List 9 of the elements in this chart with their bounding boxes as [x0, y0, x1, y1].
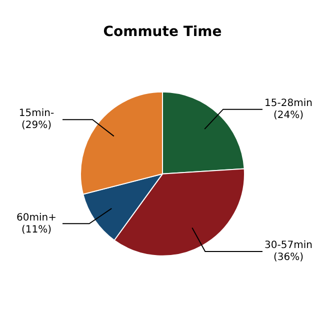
slice-label: 30-57min	[264, 240, 312, 252]
data-label: (29%)	[21, 120, 52, 132]
slice-label: 15-28min	[264, 98, 312, 109]
chart-title: Commute Time	[103, 24, 222, 40]
data-label: (24%)	[273, 110, 304, 121]
slice-label: 60min+	[16, 212, 56, 224]
data-label: (11%)	[21, 224, 52, 236]
slice-label: 15min-	[18, 108, 54, 120]
data-label: (36%)	[273, 252, 304, 264]
